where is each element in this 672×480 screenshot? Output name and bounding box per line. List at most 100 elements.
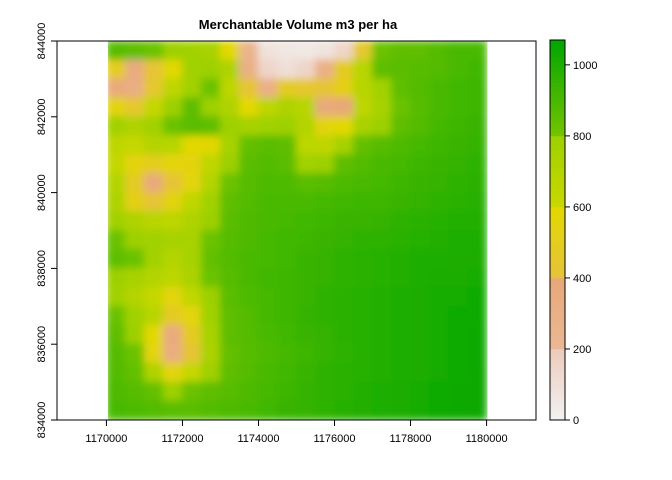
raster-cell [276, 324, 297, 345]
legend-color-step [550, 163, 565, 169]
raster-cell [372, 286, 393, 307]
raster-cell [108, 211, 126, 231]
raster-cell [200, 362, 221, 383]
raster-cell [296, 248, 317, 269]
raster-cell [257, 116, 278, 137]
raster-cell [276, 230, 297, 250]
raster-cell [467, 248, 488, 269]
raster-cell [429, 116, 450, 137]
raster-cell [410, 400, 431, 420]
raster-cell [181, 381, 202, 402]
raster-cell [296, 324, 317, 345]
raster-cell [296, 286, 317, 307]
raster-cell [276, 267, 297, 288]
legend-color-step [550, 43, 565, 48]
raster-cell [162, 267, 183, 288]
raster-cell [315, 230, 336, 250]
raster-cell [124, 173, 145, 194]
legend-color-step [550, 320, 565, 325]
raster-cell [467, 59, 488, 80]
legend-color-step [550, 171, 565, 176]
raster-cell [372, 41, 393, 61]
legend-color-step [550, 369, 565, 375]
raster-cell [143, 59, 164, 80]
raster-cell [410, 230, 431, 250]
legend-color-step [550, 281, 565, 286]
raster-cell [200, 286, 221, 307]
legend-color-step [550, 121, 565, 126]
raster-cell [219, 78, 240, 99]
raster-cell [108, 230, 126, 250]
raster-cell [181, 211, 202, 231]
raster-cell [200, 267, 221, 288]
raster-cell [238, 116, 259, 137]
legend-color-step [550, 394, 565, 399]
raster-cell [296, 381, 317, 402]
raster-cell [334, 154, 355, 175]
raster-cell [296, 173, 317, 194]
legend-color-step [550, 231, 565, 236]
raster-cell [372, 305, 393, 326]
raster-cell [257, 230, 278, 250]
raster-cell [315, 267, 336, 288]
raster-cell [353, 248, 374, 269]
raster-cell [410, 135, 431, 156]
raster-cell [391, 78, 412, 99]
raster-cell [276, 97, 297, 118]
raster-cell [276, 192, 297, 213]
raster-cell [410, 381, 431, 402]
legend-color-step [550, 288, 565, 293]
raster-cell [219, 248, 240, 269]
raster-cell [219, 343, 240, 364]
y-tick-label: 836000 [36, 326, 48, 363]
legend-color-step [550, 206, 565, 211]
raster-cell [238, 400, 259, 420]
raster-cell [276, 305, 297, 326]
raster-cell [467, 362, 488, 383]
raster-cell [315, 59, 336, 80]
raster-cell [391, 97, 412, 118]
raster-cell [467, 400, 488, 420]
raster-cell [429, 211, 450, 231]
raster-cell [353, 173, 374, 194]
legend-color-step [550, 61, 565, 66]
raster-cell [410, 286, 431, 307]
raster-cell [124, 135, 145, 156]
raster-cell [334, 78, 355, 99]
legend-tick-label: 1000 [573, 60, 597, 72]
legend-color-step [550, 377, 565, 382]
raster-cell [448, 286, 469, 307]
legend-color-step [550, 249, 565, 254]
legend-color-step [550, 153, 565, 158]
raster-cell [108, 267, 126, 288]
raster-cell [448, 362, 469, 383]
raster-cell [181, 59, 202, 80]
legend-color-step [550, 53, 565, 59]
raster-cell [143, 173, 164, 194]
raster-cell [391, 230, 412, 250]
raster-cell [143, 135, 164, 156]
raster-cell [200, 59, 221, 80]
raster-cell [315, 116, 336, 137]
raster-cell [334, 267, 355, 288]
raster-cell [410, 211, 431, 231]
raster-cell [238, 343, 259, 364]
raster-cell [143, 97, 164, 118]
raster-cell [238, 381, 259, 402]
raster-cell [334, 59, 355, 80]
raster-cell [257, 154, 278, 175]
raster-cell [276, 41, 297, 61]
raster-cell [200, 97, 221, 118]
raster-cell [467, 286, 488, 307]
raster-cell [238, 59, 259, 80]
raster-cell [448, 305, 469, 326]
raster-cell [353, 400, 374, 420]
raster-cell [353, 286, 374, 307]
x-tick-label: 1176000 [314, 433, 356, 445]
raster-cell [162, 305, 183, 326]
raster-cell [257, 78, 278, 99]
legend-color-step [550, 338, 565, 343]
raster-cell [334, 248, 355, 269]
x-tick-label: 1178000 [390, 433, 432, 445]
legend-color-step [550, 398, 565, 403]
